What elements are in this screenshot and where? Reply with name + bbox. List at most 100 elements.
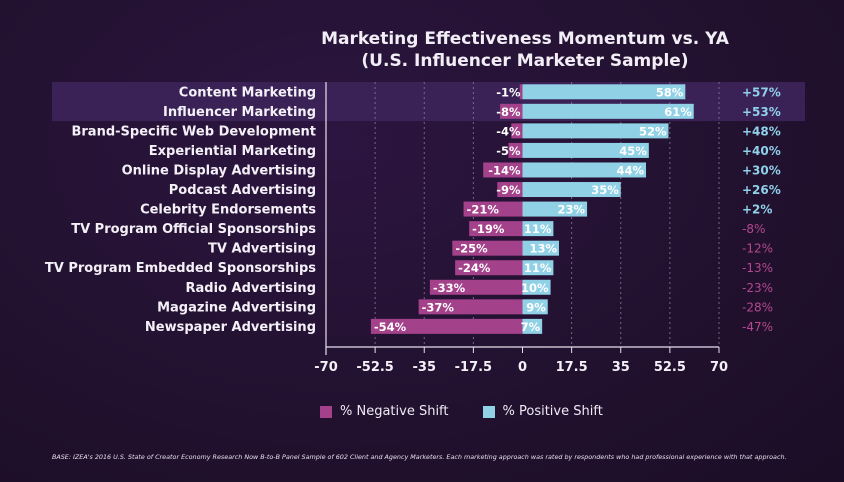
bar-positive	[522, 318, 543, 334]
bar-positive	[522, 182, 621, 198]
data-label-negative: -37%	[422, 300, 455, 314]
category-label: TV Advertising	[208, 242, 316, 257]
x-tick-label: 0	[518, 360, 527, 375]
data-label-negative: -14%	[488, 163, 521, 177]
legend-swatch-positive	[482, 405, 495, 418]
data-label-positive: 7%	[521, 320, 541, 334]
legend-label-negative: % Negative Shift	[340, 404, 449, 419]
data-label-negative: -9%	[496, 183, 521, 197]
bar-negative	[497, 182, 523, 198]
data-label-positive: 23%	[558, 203, 586, 217]
legend-label-positive: % Positive Shift	[502, 404, 603, 419]
momentum-value: -12%	[742, 242, 773, 256]
bar-positive	[522, 162, 647, 178]
bar-negative	[508, 142, 523, 158]
legend-item-negative: % Negative Shift	[320, 404, 449, 419]
category-label: Celebrity Endorsements	[140, 203, 316, 218]
x-tick-label: 35	[612, 360, 630, 375]
category-label: Online Display Advertising	[122, 163, 316, 178]
momentum-value: -23%	[742, 281, 773, 295]
category-label: Content Marketing	[179, 85, 316, 100]
bar-positive	[522, 142, 649, 158]
category-label: Brand-Specific Web Development	[71, 124, 316, 139]
x-tick-label: 17.5	[556, 360, 588, 375]
legend-swatch-negative	[320, 405, 332, 418]
x-tick-label: 70	[710, 360, 728, 375]
data-label-positive: 11%	[524, 222, 552, 236]
bar-positive	[522, 260, 554, 276]
data-label-positive: 44%	[616, 163, 644, 177]
category-label: Influencer Marketing	[163, 105, 316, 120]
bar-negative	[511, 123, 523, 139]
data-label-positive: 11%	[524, 261, 552, 275]
data-label-positive: 13%	[529, 242, 557, 256]
bar-positive	[522, 201, 588, 217]
chart-title-line2: (U.S. Influencer Marketer Sample)	[361, 51, 689, 71]
category-label: Newspaper Advertising	[145, 320, 316, 335]
chart-title-line1: Marketing Effectiveness Momentum vs. YA	[321, 29, 729, 49]
data-label-negative: -33%	[433, 281, 466, 295]
x-tick-label: -52.5	[356, 360, 393, 375]
chart-title: Marketing Effectiveness Momentum vs. YA …	[290, 28, 760, 72]
momentum-value: +57%	[742, 85, 781, 99]
data-label-negative: -5%	[496, 144, 521, 158]
data-label-negative: -1%	[496, 85, 521, 99]
momentum-value: -47%	[742, 320, 773, 334]
data-label-negative: -24%	[458, 261, 491, 275]
data-label-negative: -8%	[496, 105, 521, 119]
bar-negative	[463, 201, 523, 217]
highlight-band	[52, 82, 805, 102]
momentum-value: +40%	[742, 144, 781, 158]
legend-item-positive: % Positive Shift	[482, 404, 603, 419]
data-label-positive: 45%	[619, 144, 647, 158]
x-tick-label: -70	[314, 360, 338, 375]
bar-negative	[418, 299, 523, 315]
momentum-value: -28%	[742, 300, 773, 314]
bar-negative	[483, 162, 523, 178]
momentum-value: +26%	[742, 183, 781, 197]
category-label: TV Program Embedded Sponsorships	[45, 261, 316, 276]
momentum-value: -13%	[742, 261, 773, 275]
bar-positive	[522, 299, 548, 315]
bar-negative	[500, 103, 523, 119]
data-label-negative: -54%	[374, 320, 407, 334]
data-label-negative: -19%	[472, 222, 505, 236]
x-tick-label: 52.5	[654, 360, 686, 375]
category-label: Podcast Advertising	[169, 183, 316, 198]
bar-negative	[455, 260, 523, 276]
chart-legend: % Negative Shift % Positive Shift	[320, 404, 603, 419]
bar-negative	[469, 221, 523, 237]
bar-positive	[522, 221, 554, 237]
bar-negative	[452, 240, 523, 256]
bar-positive	[522, 240, 559, 256]
bar-negative	[370, 318, 523, 334]
category-label: Experiential Marketing	[149, 144, 316, 159]
category-label: Radio Advertising	[186, 281, 317, 296]
category-label: Magazine Advertising	[157, 300, 316, 315]
bar-positive	[522, 123, 669, 139]
bar-positive	[522, 279, 551, 295]
data-label-positive: 35%	[591, 183, 619, 197]
data-label-negative: -4%	[496, 124, 521, 138]
data-label-negative: -25%	[455, 242, 488, 256]
x-tick-label: -17.5	[455, 360, 492, 375]
momentum-value: -8%	[742, 222, 765, 236]
momentum-value: +2%	[742, 203, 772, 217]
data-label-positive: 10%	[521, 281, 549, 295]
data-label-positive: 52%	[639, 124, 667, 138]
bar-positive	[522, 103, 694, 119]
bar-negative	[519, 84, 523, 100]
bar-negative	[429, 279, 523, 295]
data-label-positive: 61%	[664, 105, 692, 119]
category-label: TV Program Official Sponsorships	[71, 222, 316, 237]
x-tick-label: -35	[413, 360, 437, 375]
momentum-value: +48%	[742, 124, 781, 138]
bar-positive	[522, 84, 686, 100]
momentum-value: +53%	[742, 105, 781, 119]
footnote: BASE: IZEA's 2016 U.S. State of Creator …	[52, 453, 787, 461]
data-label-negative: -21%	[467, 203, 500, 217]
momentum-value: +30%	[742, 163, 781, 177]
data-label-positive: 9%	[526, 300, 546, 314]
data-label-positive: 58%	[656, 85, 684, 99]
